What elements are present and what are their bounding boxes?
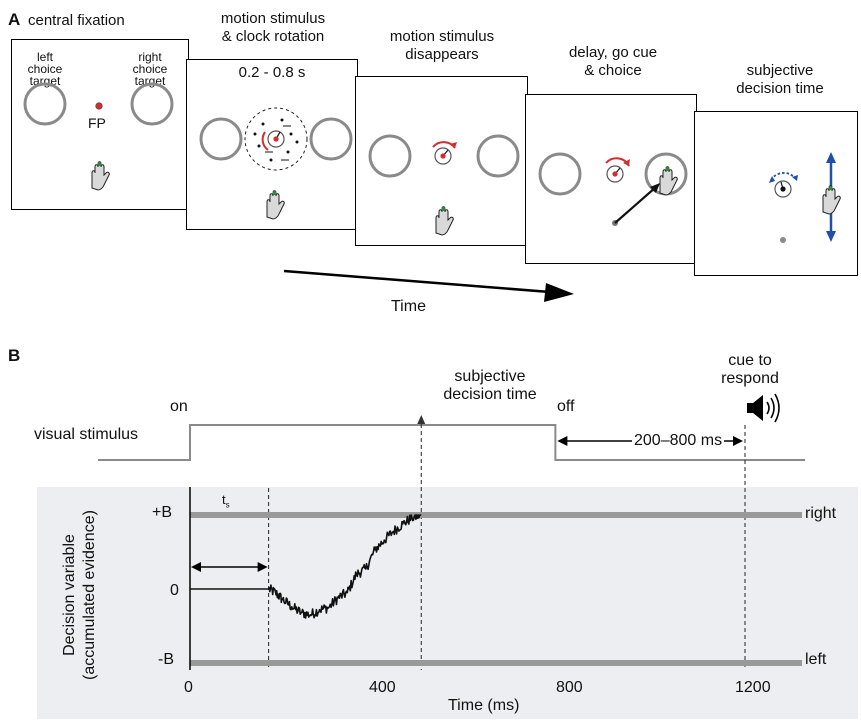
frame-5-graphics xyxy=(769,152,841,243)
hand-icon xyxy=(659,166,678,196)
y-axis-label-line-2: (accumulated evidence) xyxy=(81,510,98,680)
fixation-point-label: FP xyxy=(88,115,106,131)
cue-label: cue to respond xyxy=(721,352,779,387)
left-choice-target xyxy=(538,152,582,196)
motion-arrows xyxy=(265,125,291,161)
ts-arrowhead-left xyxy=(191,562,201,572)
clock-icon xyxy=(267,130,285,148)
start-position-dot xyxy=(780,237,786,243)
ts-label: ts xyxy=(222,492,230,510)
evidence-trajectory xyxy=(190,514,422,619)
fixation-point xyxy=(95,102,103,110)
upper-choice-label: right xyxy=(805,505,837,522)
frame-central-fixation: left choice target right choice target F… xyxy=(11,39,189,210)
ts-label-sub: s xyxy=(225,500,230,510)
stimulus-duration: 0.2 - 0.8 s xyxy=(238,64,306,81)
frame-1-graphics xyxy=(23,82,174,191)
frame-motion-stimulus: 0.2 - 0.8 s xyxy=(186,59,358,230)
frame-2-title: motion stimulus & clock rotation xyxy=(220,10,326,45)
time-arrow xyxy=(283,269,574,302)
hand-icon xyxy=(822,185,841,215)
frame-3-title: motion stimulus disappears xyxy=(389,28,495,63)
y-tick-zero: 0 xyxy=(170,582,179,599)
right-choice-target xyxy=(476,134,520,178)
panel-a-label: A xyxy=(8,10,21,29)
right-choice-target xyxy=(130,82,174,126)
frame-4-graphics xyxy=(538,152,688,226)
clock-icon xyxy=(774,180,792,198)
plot-background xyxy=(37,487,858,719)
panel-b-label: B xyxy=(8,346,21,365)
lower-choice-label: left xyxy=(805,651,827,668)
y-tick-lower: -B xyxy=(158,651,174,668)
right-choice-target xyxy=(309,117,353,161)
speaker-icon xyxy=(747,393,780,423)
left-choice-target xyxy=(368,134,412,178)
y-axis-label-line-1: Decision variable xyxy=(61,534,78,656)
x-axis-label: Time (ms) xyxy=(448,697,520,714)
ts-arrowhead-right xyxy=(257,562,268,572)
frame-3-graphics xyxy=(368,134,520,236)
rotation-arrow xyxy=(261,131,269,151)
frame-motion-disappears xyxy=(355,76,528,246)
interval-label: 200–800 ms xyxy=(632,432,725,450)
frame-subjective-time xyxy=(694,111,858,276)
x-tick-400: 400 xyxy=(369,679,396,696)
interval-arrowhead-left xyxy=(557,436,568,446)
frame-2-graphics xyxy=(199,107,353,220)
subjective-label: subjective decision time xyxy=(443,368,537,403)
hand-icon xyxy=(435,206,454,236)
left-choice-target xyxy=(23,82,67,126)
time-label: Time xyxy=(391,298,426,315)
off-label: off xyxy=(557,398,575,415)
frame-4-title: delay, go cue & choice xyxy=(568,44,658,79)
stimulus-trace xyxy=(98,424,806,461)
interval-arrowhead-right xyxy=(733,436,743,446)
random-dots xyxy=(253,118,299,162)
x-tick-0: 0 xyxy=(184,679,193,696)
reach-arrow xyxy=(614,186,657,224)
x-tick-800: 800 xyxy=(556,679,583,696)
adjust-arrow xyxy=(770,172,796,181)
frame-1-title: central fixation xyxy=(28,12,125,29)
on-label: on xyxy=(170,398,188,415)
left-choice-target xyxy=(199,117,243,161)
clock-icon xyxy=(606,165,624,183)
x-tick-1200: 1200 xyxy=(735,679,771,696)
frame-go-cue-choice xyxy=(525,94,697,264)
stimulus-label: visual stimulus xyxy=(34,426,139,443)
clock-icon xyxy=(434,147,452,165)
frame-5-title: subjective decision time xyxy=(736,62,824,97)
y-tick-upper: +B xyxy=(152,504,173,521)
subjective-arrowhead xyxy=(417,415,426,424)
ts-label-main: t xyxy=(222,492,226,507)
motion-aperture xyxy=(244,107,308,171)
hand-icon xyxy=(91,161,110,191)
hand-icon xyxy=(266,190,285,220)
